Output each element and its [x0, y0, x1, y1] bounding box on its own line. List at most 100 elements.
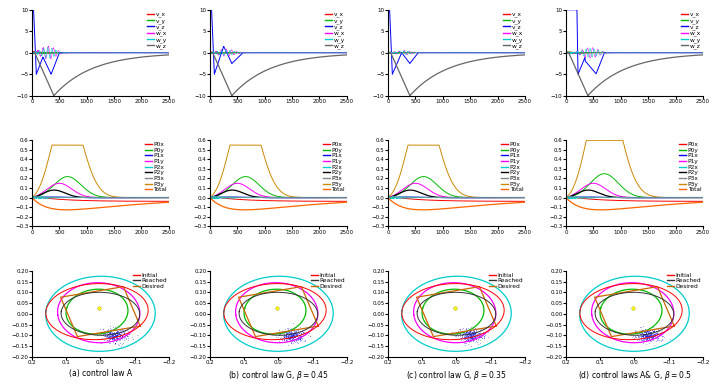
Point [475, 326, 486, 332]
Point [290, 338, 302, 344]
Point [112, 335, 124, 341]
Point [648, 332, 659, 338]
Point [640, 336, 652, 342]
Point [280, 329, 291, 336]
Point [116, 327, 127, 333]
Point [280, 332, 292, 338]
Point [654, 332, 665, 338]
Point [635, 336, 646, 342]
Point [643, 330, 655, 336]
Point [645, 329, 657, 335]
Point [275, 330, 287, 336]
Point [99, 339, 111, 345]
Point [645, 334, 657, 340]
Point [458, 334, 469, 340]
Point [466, 330, 477, 336]
Point [104, 337, 115, 343]
Point [638, 333, 649, 339]
Point [635, 327, 647, 334]
Point [646, 330, 657, 337]
Point [468, 333, 479, 339]
Point [651, 333, 662, 339]
Point [640, 331, 652, 337]
Point [640, 331, 651, 337]
Point [284, 328, 295, 335]
Point [104, 330, 116, 336]
Point [630, 334, 641, 340]
Point [641, 332, 652, 339]
Point [99, 332, 111, 339]
Point [643, 325, 655, 331]
Point [295, 337, 306, 343]
Point [638, 331, 650, 337]
Point [108, 332, 119, 338]
Point [650, 332, 661, 338]
Point [118, 334, 129, 341]
Point [636, 330, 648, 337]
Point [288, 338, 300, 345]
Point [99, 331, 111, 338]
Point [109, 332, 121, 338]
Point [462, 333, 474, 339]
Point [643, 330, 655, 337]
Point [295, 330, 307, 336]
Point [283, 330, 295, 337]
Point [474, 332, 485, 339]
Point [277, 335, 288, 341]
Point [111, 333, 123, 339]
Point [282, 335, 293, 341]
Point [111, 331, 123, 337]
Point [110, 333, 121, 339]
Point [464, 338, 475, 345]
Point [109, 327, 120, 333]
Point [290, 330, 301, 336]
Point [276, 337, 288, 343]
Point [106, 332, 117, 339]
Point [289, 329, 300, 335]
Point [288, 334, 299, 340]
Point [648, 327, 660, 333]
Point [288, 327, 299, 333]
Point [290, 326, 302, 332]
Point [287, 332, 298, 339]
Point [287, 332, 298, 338]
Point [638, 336, 649, 343]
Point [647, 333, 658, 339]
Point [283, 332, 295, 339]
Point [462, 336, 473, 343]
Point [106, 334, 117, 340]
Point [467, 337, 479, 343]
Point [284, 334, 295, 341]
Point [293, 336, 304, 343]
Point [280, 336, 292, 342]
Point [468, 325, 479, 332]
Point [631, 332, 643, 338]
Point [105, 326, 116, 332]
Point [652, 328, 663, 335]
Point [282, 336, 293, 342]
Point [461, 328, 472, 335]
Point [459, 341, 471, 348]
Point [107, 330, 119, 336]
Point [463, 330, 474, 336]
Point [475, 340, 486, 347]
Point [290, 336, 302, 343]
Point [111, 335, 123, 341]
Point [464, 328, 475, 334]
Point [635, 335, 646, 341]
Point [464, 332, 476, 338]
Point [116, 325, 128, 332]
Point [466, 328, 477, 334]
Point [639, 335, 650, 341]
Point [293, 334, 304, 340]
Point [295, 333, 306, 339]
Point [287, 332, 298, 339]
Point [655, 332, 667, 338]
Point [636, 329, 648, 336]
Point [106, 329, 117, 336]
Point [451, 332, 462, 338]
Point [282, 336, 293, 342]
Point [645, 327, 656, 333]
Point [114, 336, 125, 342]
Point [469, 325, 481, 332]
